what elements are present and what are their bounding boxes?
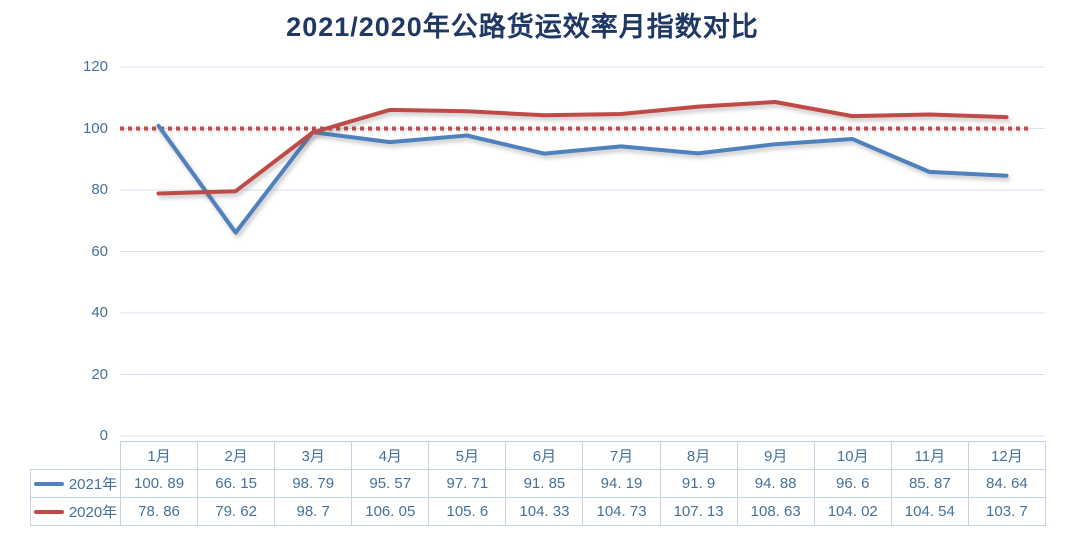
series-label: 2021年 (68, 476, 118, 493)
value-cell: 96. 6 (813, 469, 892, 498)
y-tick-label: 80 (91, 181, 108, 198)
value-cell: 97. 71 (428, 469, 507, 498)
value-cell: 94. 19 (582, 469, 661, 498)
value-cell: 108. 63 (736, 497, 815, 526)
month-header-cell: 7月 (582, 441, 661, 470)
legend-cell-2021年: 2021年 (30, 469, 121, 498)
chart-title: 2021/2020年公路货运效率月指数对比 (286, 12, 759, 42)
table-row: 2021年 100. 89 66. 15 98. 79 95. 57 97. 71 91. … (30, 469, 1046, 498)
month-header-cell: 11月 (890, 441, 969, 470)
y-tick-label: 60 (91, 242, 108, 260)
series-line-2020年 (156, 100, 1009, 196)
value-cell: 98. 7 (274, 497, 353, 526)
y-tick-label: 120 (82, 58, 108, 75)
value-cell: 104. 73 (582, 497, 661, 526)
value-cell: 107. 13 (659, 497, 738, 526)
month-header-cell: 8月 (659, 441, 738, 470)
value-cell: 95. 57 (351, 469, 430, 498)
series-lines (156, 100, 1009, 235)
value-cell: 98. 79 (274, 469, 353, 498)
value-cell: 100. 89 (119, 469, 199, 498)
month-header-cell: 4月 (351, 441, 430, 470)
y-tick-label: 40 (91, 304, 108, 321)
value-cell: 78. 86 (119, 497, 199, 526)
month-header-cell: 3月 (274, 441, 353, 470)
y-tick-label: 0 (99, 427, 108, 444)
value-cell: 84. 64 (967, 469, 1046, 498)
month-header-cell: 10月 (813, 441, 892, 470)
value-cell: 91. 85 (505, 469, 584, 498)
value-cell: 104. 33 (505, 497, 584, 526)
gridlines (120, 66, 1045, 437)
value-cell: 91. 9 (659, 469, 738, 498)
series-line-2021年 (156, 123, 1009, 235)
data-table: 1月 2月 3月 4月 5月 6月 7月 8月 9月 10月 11月 12月 2021年 100. 89… (30, 441, 1046, 526)
month-header-cell: 5月 (428, 441, 507, 470)
month-header-cell: 9月 (736, 441, 815, 470)
series-label: 2020年 (68, 504, 118, 521)
y-tick-label: 20 (91, 365, 108, 383)
value-cell: 94. 88 (736, 469, 815, 498)
value-cell: 104. 02 (813, 497, 892, 526)
y-tick-label: 100 (82, 119, 108, 137)
table-corner-cell (31, 442, 121, 470)
month-header-cell: 2月 (197, 441, 276, 470)
table-row: 2020年 78. 86 79. 62 98. 7 106. 05 105. 6 104. … (30, 497, 1046, 526)
value-cell: 66. 15 (197, 469, 276, 498)
legend-line-icon (33, 510, 64, 515)
plot-area (120, 66, 1045, 437)
value-cell: 103. 7 (967, 497, 1046, 526)
value-cell: 105. 6 (428, 497, 507, 526)
value-cell: 104. 54 (890, 497, 969, 526)
month-header-cell: 1月 (119, 441, 199, 470)
legend-cell-2020年: 2020年 (30, 497, 121, 526)
y-axis-labels: 0 20 40 60 80 100 120 (0, 58, 108, 444)
value-cell: 79. 62 (197, 497, 276, 526)
legend-line-icon (33, 482, 64, 487)
month-header-cell: 12月 (967, 441, 1046, 470)
month-header-cell: 6月 (505, 441, 584, 470)
value-cell: 85. 87 (890, 469, 969, 498)
value-cell: 106. 05 (351, 497, 430, 526)
table-header-row: 1月 2月 3月 4月 5月 6月 7月 8月 9月 10月 11月 12月 (31, 441, 1046, 470)
